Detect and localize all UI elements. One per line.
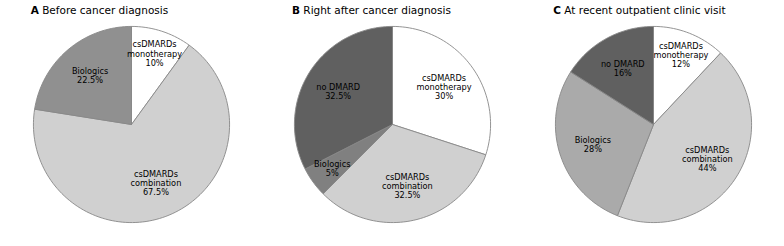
svg-text:no DMARD32.5%: no DMARD32.5% [316,82,360,101]
svg-text:csDMARDsmonotherapy12%: csDMARDsmonotherapy12% [654,41,709,69]
svg-text:csDMARDsmonotherapy10%: csDMARDsmonotherapy10% [127,39,182,67]
svg-text:csDMARDscombination32.5%: csDMARDscombination32.5% [382,172,433,200]
svg-text:csDMARDscombination67.5%: csDMARDscombination67.5% [130,169,181,197]
svg-text:no DMARD16%: no DMARD16% [601,59,645,78]
svg-text:Biologics5%: Biologics5% [314,159,350,178]
svg-text:Biologics28%: Biologics28% [575,135,611,154]
html-text:A Before cancer diagnosis: A Before cancer diagnosis [30,4,169,16]
html-text:C At recent outpatient clinic: C At recent outpatient clinic visit [553,4,726,16]
svg-text:csDMARDsmonotherapy30%: csDMARDsmonotherapy30% [417,73,472,101]
svg-text:Biologics22.5%: Biologics22.5% [72,66,108,85]
svg-text:csDMARDscombination44%: csDMARDscombination44% [682,145,733,173]
html-text:B Right after cancer diagnosis: B Right after cancer diagnosis [292,4,451,16]
